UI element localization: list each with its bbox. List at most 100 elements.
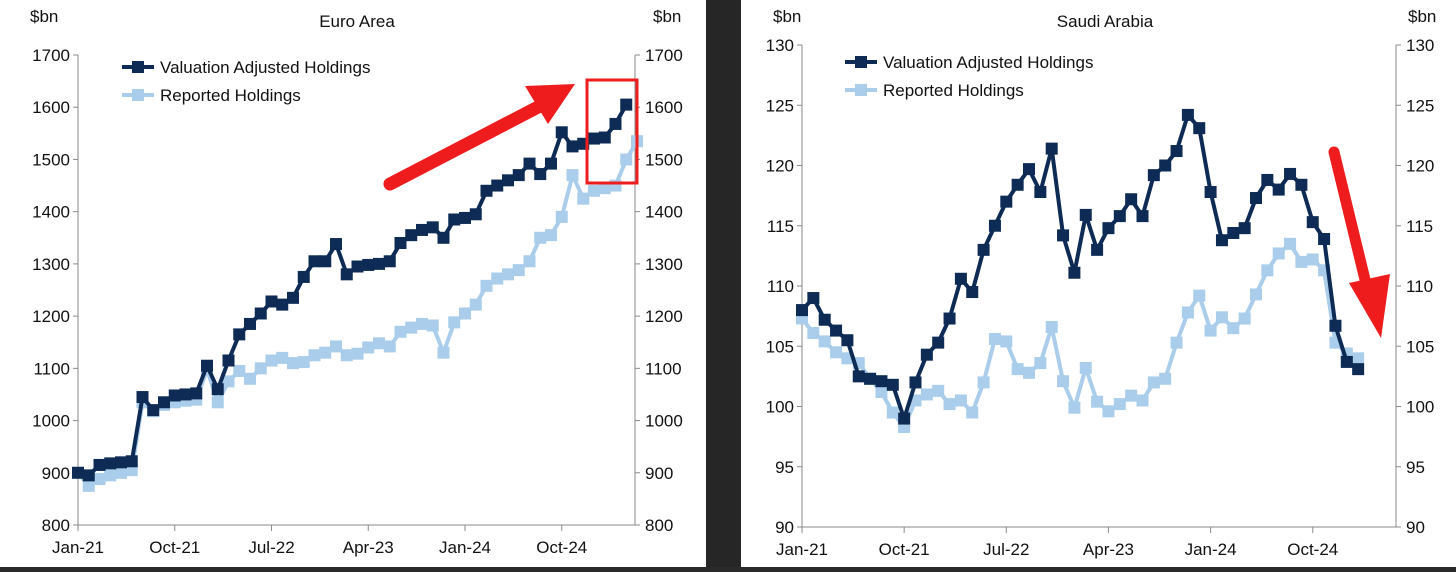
data-point-valuation-adjusted [1170,145,1183,158]
x-tick-label: Oct-24 [536,538,587,557]
x-tick-label: Oct-21 [149,538,200,557]
data-point-reported [276,351,289,364]
data-point-valuation-adjusted [830,324,843,337]
data-point-valuation-adjusted [1306,216,1319,229]
data-point-reported [1170,336,1183,349]
legend-label: Reported Holdings [160,86,301,105]
data-point-reported [1045,320,1058,333]
y-tick-label-right: 120 [1406,157,1434,176]
data-point-reported [1227,322,1240,335]
trend-arrow-shaft [1328,146,1374,298]
data-point-reported [405,321,418,334]
data-point-valuation-adjusted [1113,210,1126,223]
data-point-reported [491,272,504,285]
data-point-valuation-adjusted [886,378,899,391]
data-point-reported [211,396,224,409]
x-tick-label: Jan-21 [52,538,104,557]
data-point-valuation-adjusted [523,157,536,170]
data-point-valuation-adjusted [1045,142,1058,155]
data-point-reported [920,388,933,401]
data-point-reported [1091,395,1104,408]
data-point-reported [954,394,967,407]
data-point-valuation-adjusted [932,336,945,349]
data-point-reported [1034,357,1047,370]
series-line-valuation-adjusted [77,103,629,478]
data-point-valuation-adjusted [875,375,888,388]
data-point-valuation-adjusted [308,255,321,268]
y-unit-left: $bn [30,7,58,26]
y-tick-label-right: 95 [1406,458,1425,477]
data-point-reported [1125,389,1138,402]
data-point-reported [1261,264,1274,277]
data-point-valuation-adjusted [158,396,170,409]
data-point-reported [254,362,267,375]
data-point-reported [448,316,461,329]
data-point-reported [988,333,1001,346]
data-point-reported [244,372,256,385]
data-point-reported [330,340,342,353]
data-point-reported [1238,312,1251,325]
data-point-reported [1147,376,1160,389]
data-point-valuation-adjusted [1091,243,1104,256]
data-point-reported [93,473,106,486]
chart-title: Saudi Arabia [1057,12,1154,31]
y-unit-left: $bn [773,7,801,26]
data-point-reported [1272,247,1285,260]
data-point-reported [115,466,127,479]
data-point-valuation-adjusted [190,387,203,400]
y-tick-label-right: 1600 [645,98,683,117]
data-point-reported [459,307,471,320]
data-point-valuation-adjusted [1125,193,1138,206]
data-point-reported [233,364,246,377]
y-tick-label-right: 110 [1406,277,1433,296]
data-point-valuation-adjusted [1136,210,1149,223]
y-tick-label-left: 1400 [32,203,70,222]
legend-marker [855,84,867,96]
data-point-valuation-adjusted [852,370,865,383]
x-tick-label: Jan-24 [439,538,491,557]
y-tick-label-right: 1000 [645,412,683,431]
data-point-valuation-adjusted [72,466,84,479]
data-point-valuation-adjusted [1102,222,1115,235]
highlight-box [585,78,639,185]
data-point-reported [1000,335,1013,348]
data-point-reported [351,347,364,360]
y-tick-label-right: 900 [645,464,673,483]
data-point-reported [383,340,396,353]
data-point-valuation-adjusted [416,223,428,236]
y-tick-label-left: 110 [767,277,794,296]
data-point-valuation-adjusted [909,376,922,389]
y-unit-right: $bn [653,7,681,26]
data-point-valuation-adjusted [566,140,579,153]
data-point-valuation-adjusted [1329,319,1342,332]
data-point-valuation-adjusted [136,391,149,404]
data-point-valuation-adjusted [534,168,547,181]
y-tick-label-right: 105 [1406,337,1434,356]
data-point-valuation-adjusted [1261,173,1274,186]
data-point-valuation-adjusted [394,237,407,249]
data-point-reported [1306,253,1319,266]
data-point-valuation-adjusted [373,257,385,270]
data-point-valuation-adjusted [459,211,471,224]
data-point-reported [555,210,568,223]
data-point-valuation-adjusted [1250,192,1262,205]
data-point-reported [598,182,611,195]
data-point-valuation-adjusted [1193,122,1206,135]
data-point-valuation-adjusted [1079,208,1092,221]
data-point-reported [297,356,310,369]
data-point-valuation-adjusted [287,291,299,304]
trend-arrow-head [1349,274,1390,338]
data-point-valuation-adjusted [1227,226,1240,239]
data-point-reported [416,317,428,330]
data-point-valuation-adjusted [512,169,525,182]
data-point-reported [1057,375,1070,388]
data-point-reported [818,335,831,348]
legend-marker [132,89,144,101]
data-point-valuation-adjusted [82,469,95,482]
data-point-valuation-adjusted [1318,233,1331,246]
data-point-valuation-adjusted [1147,169,1160,182]
data-point-reported [512,264,525,277]
y-tick-label-left: 105 [766,337,794,356]
data-point-reported [340,349,353,362]
data-point-reported [1136,394,1149,407]
